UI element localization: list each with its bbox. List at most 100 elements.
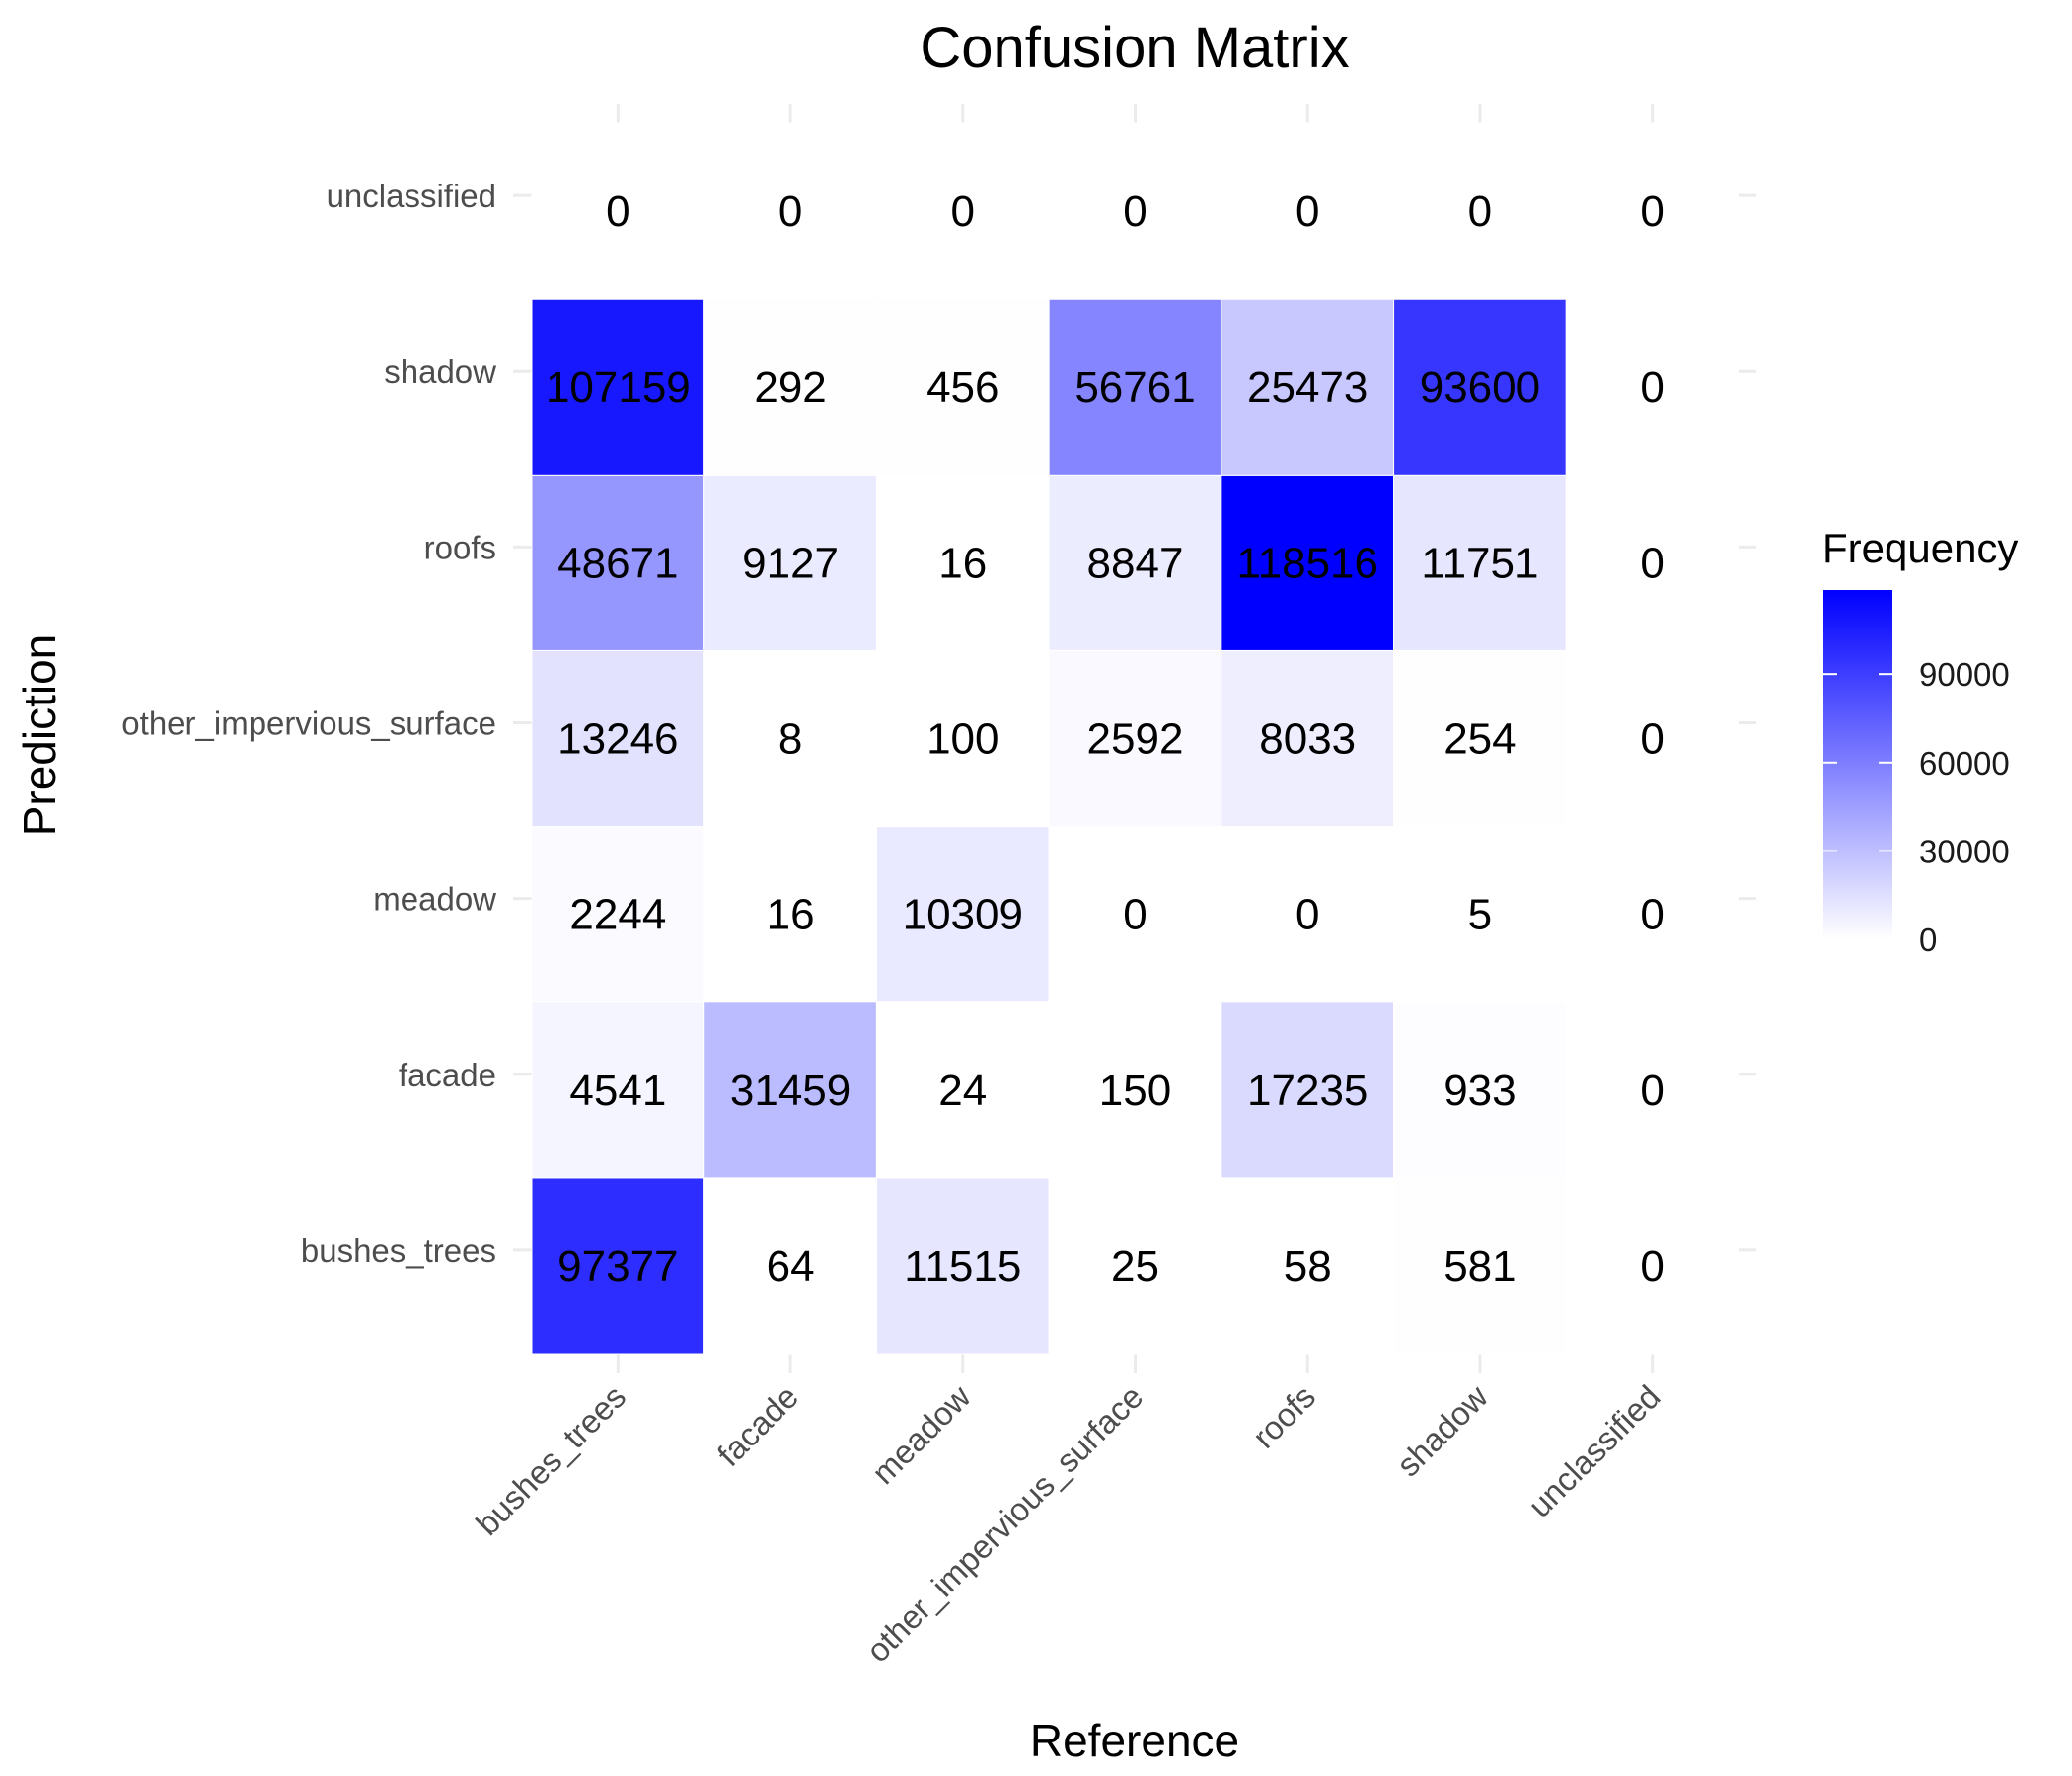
- cell-value-label: 24: [938, 1067, 987, 1115]
- legend-tick-label: 0: [1919, 922, 1937, 958]
- x-tick-label: shadow: [1389, 1378, 1495, 1484]
- cell-value-label: 93600: [1420, 363, 1540, 411]
- heatmap-cell: [1565, 474, 1739, 651]
- heatmap-cell: [875, 826, 1050, 1003]
- cell-value-label: 0: [951, 187, 975, 236]
- y-tick-label: shadow: [384, 353, 496, 390]
- cell-value-label: 9127: [742, 539, 839, 587]
- cell-value-label: 0: [1640, 363, 1664, 411]
- cell-value-label: 2244: [569, 891, 666, 939]
- cell-value-label: 456: [926, 363, 999, 411]
- cell-value-label: 0: [1123, 187, 1147, 236]
- cell-value-label: 933: [1443, 1067, 1516, 1115]
- heatmap-cell: [531, 1177, 705, 1355]
- heatmap-cell: [703, 122, 877, 300]
- heatmap-cell: [1565, 122, 1739, 300]
- heatmap-cell: [703, 474, 877, 651]
- legend-ticks: 0 30000 60000 90000: [1823, 656, 2010, 958]
- heatmap-cell: [703, 826, 877, 1003]
- heatmap-cell: [1048, 298, 1222, 476]
- cell-value-label: 8: [778, 715, 802, 764]
- x-tick-label: unclassified: [1520, 1378, 1666, 1524]
- legend-title: Frequency: [1822, 525, 2018, 571]
- grid-ticks: [513, 104, 1756, 1373]
- cell-value-label: 150: [1099, 1067, 1171, 1115]
- cell-value-label: 17235: [1247, 1067, 1368, 1115]
- cell-value-label: 0: [778, 187, 802, 236]
- cell-value-label: 25: [1111, 1242, 1159, 1291]
- cell-value-label: 0: [1640, 891, 1664, 939]
- cell-value-label: 48671: [557, 539, 678, 587]
- cell-value-label: 2592: [1087, 715, 1184, 764]
- cell-value-label: 25473: [1247, 363, 1368, 411]
- x-tick-label: bushes_trees: [469, 1378, 632, 1542]
- cell-value-label: 0: [1640, 187, 1664, 236]
- y-tick-label: bushes_trees: [301, 1232, 496, 1269]
- y-tick-label: facade: [399, 1057, 496, 1093]
- cell-value-label: 0: [1468, 187, 1492, 236]
- heatmap-cell: [531, 826, 705, 1003]
- heatmap-cell: [1221, 474, 1395, 651]
- cell-value-label: 4541: [569, 1067, 666, 1115]
- x-tick-label: other_impervious_surface: [859, 1378, 1150, 1669]
- heatmap-cell: [1565, 1001, 1739, 1179]
- heatmap-cell: [1221, 1177, 1395, 1355]
- cell-value-label: 292: [754, 363, 826, 411]
- heatmap-cell: [875, 122, 1050, 300]
- heatmap-cell: [703, 1177, 877, 1355]
- heatmap-cell: [1221, 298, 1395, 476]
- x-tick-label: meadow: [864, 1378, 977, 1491]
- y-tick-label: meadow: [373, 881, 496, 918]
- legend-color-bar: [1823, 590, 1892, 939]
- cell-value-label: 56761: [1074, 363, 1195, 411]
- legend-tick-label: 90000: [1919, 656, 2010, 693]
- heatmap-cell: [1393, 826, 1567, 1003]
- cell-value-label: 100: [926, 715, 999, 764]
- cell-value-label: 254: [1443, 715, 1516, 764]
- heatmap-cell: [1048, 826, 1222, 1003]
- cell-value-label: 11751: [1421, 539, 1538, 587]
- heatmap-cell: [1393, 1177, 1567, 1355]
- x-tick-label: facade: [710, 1378, 805, 1473]
- heatmap-cell: [703, 1001, 877, 1179]
- cell-value-label: 0: [1640, 1242, 1664, 1291]
- y-tick-label: roofs: [424, 529, 496, 565]
- cell-value-label: 0: [1295, 187, 1319, 236]
- heatmap-cell: [531, 649, 705, 828]
- cell-value-label: 16: [938, 539, 987, 587]
- y-tick-label: other_impervious_surface: [121, 705, 496, 742]
- heatmap-cell: [1221, 649, 1395, 828]
- heatmap-cell: [1221, 122, 1395, 300]
- cell-value-label: 8847: [1087, 539, 1184, 587]
- cell-value-label: 0: [1640, 715, 1664, 764]
- x-tick-label: roofs: [1245, 1378, 1322, 1455]
- heatmap-cell: [1565, 1177, 1739, 1355]
- heatmap-cell: [1565, 649, 1739, 828]
- color-legend: Frequency 0 30000 60000 90000: [1822, 525, 2018, 958]
- cell-value-label: 58: [1284, 1242, 1332, 1291]
- cell-value-label: 10309: [903, 891, 1023, 939]
- cell-value-label: 16: [767, 891, 815, 939]
- cell-value-label: 0: [1640, 539, 1664, 587]
- cell-value-label: 118516: [1236, 539, 1378, 587]
- heatmap-cell: [1048, 474, 1222, 651]
- y-axis-tick-labels: bushes_trees facade meadow other_impervious…: [121, 178, 496, 1269]
- heatmap-cell: [875, 1177, 1050, 1355]
- cell-value-label: 5: [1468, 891, 1492, 939]
- y-axis-title: Prediction: [14, 634, 65, 837]
- cell-value-label: 581: [1443, 1242, 1516, 1291]
- heatmap-cell: [1048, 1001, 1222, 1179]
- heatmap-cell: [703, 649, 877, 828]
- cell-value-label: 64: [767, 1242, 815, 1291]
- cell-value-label: 13246: [557, 715, 678, 764]
- cell-value-label: 11515: [904, 1242, 1021, 1291]
- heatmap-cell: [1565, 826, 1739, 1003]
- cell-value-label: 0: [606, 187, 629, 236]
- heatmap-cell: [531, 474, 705, 651]
- cell-value-label: 8033: [1259, 715, 1356, 764]
- heatmap-cells: [531, 122, 1739, 1355]
- x-axis-tick-labels: bushes_trees facade meadowother_impervious…: [469, 1378, 1667, 1669]
- heatmap-cell: [1221, 1001, 1395, 1179]
